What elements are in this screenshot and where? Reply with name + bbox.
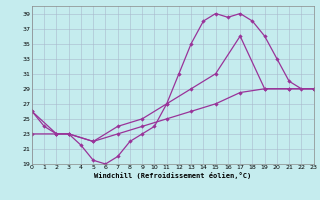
X-axis label: Windchill (Refroidissement éolien,°C): Windchill (Refroidissement éolien,°C): [94, 172, 252, 179]
